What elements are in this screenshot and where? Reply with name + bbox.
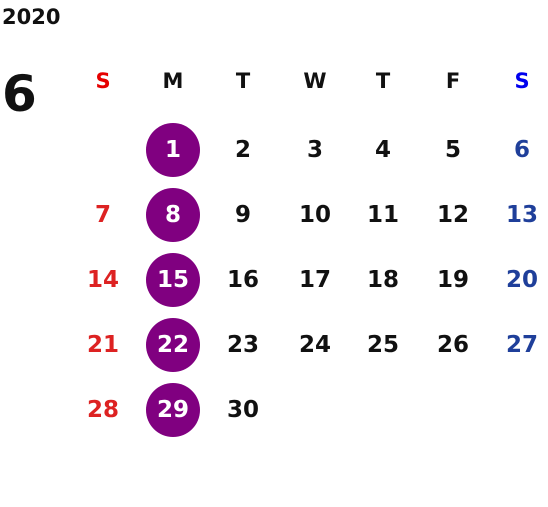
day-number: 2 — [235, 137, 251, 163]
day-number: 18 — [367, 267, 399, 293]
day-highlight — [146, 253, 200, 307]
day-number: 23 — [227, 332, 259, 358]
day-number: 30 — [227, 397, 259, 423]
weekday-label: T — [236, 69, 251, 93]
day-number: 17 — [299, 267, 331, 293]
day-highlight — [146, 318, 200, 372]
weekday-label: F — [446, 69, 460, 93]
day-number: 7 — [95, 202, 111, 228]
day-number: 25 — [367, 332, 399, 358]
day-highlight — [146, 123, 200, 177]
day-number: 26 — [437, 332, 469, 358]
weekday-label: W — [303, 69, 326, 93]
day-number: 5 — [445, 137, 461, 163]
day-number: 8 — [165, 202, 181, 228]
day-number: 21 — [87, 332, 119, 358]
day-number: 19 — [437, 267, 469, 293]
day-number: 29 — [157, 397, 189, 423]
day-number: 3 — [307, 137, 323, 163]
day-number: 9 — [235, 202, 251, 228]
day-number: 1 — [165, 137, 181, 163]
day-number: 14 — [87, 267, 119, 293]
day-number: 16 — [227, 267, 259, 293]
weekday-label: S — [514, 69, 529, 93]
weekday-label: S — [95, 69, 110, 93]
year: 2020 — [2, 5, 60, 29]
day-number: 6 — [514, 137, 530, 163]
day-number: 24 — [299, 332, 331, 358]
weekday-label: M — [163, 69, 184, 93]
day-number: 4 — [375, 137, 391, 163]
day-number: 10 — [299, 202, 331, 228]
day-number: 28 — [87, 397, 119, 423]
day-number: 22 — [157, 332, 189, 358]
day-highlight — [146, 383, 200, 437]
day-number: 15 — [157, 267, 189, 293]
day-highlight — [146, 188, 200, 242]
day-number: 20 — [506, 267, 538, 293]
day-number: 27 — [506, 332, 538, 358]
month: 6 — [2, 65, 37, 123]
weekday-label: T — [376, 69, 391, 93]
day-number: 12 — [437, 202, 469, 228]
day-number: 11 — [367, 202, 399, 228]
day-number: 13 — [506, 202, 538, 228]
